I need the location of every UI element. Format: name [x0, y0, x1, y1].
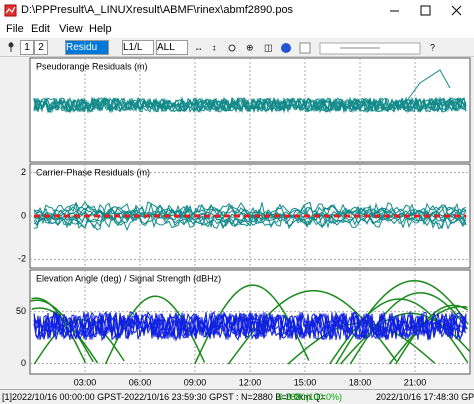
- x-tick-label: 12:00: [239, 377, 262, 387]
- snr-trace: [33, 310, 467, 342]
- x-tick-label: 21:00: [404, 377, 427, 387]
- plot-button[interactable]: 1: [20, 40, 34, 55]
- status-time: 2022/10/16 17:48:30 GPST: [376, 392, 474, 402]
- x-tick-label: 03:00: [74, 377, 97, 387]
- y-tick-label: 2: [21, 167, 26, 177]
- window-title: D:\PPPresult\A_LINUXresult\ABMF\rinex\ab…: [21, 4, 294, 16]
- menu-item[interactable]: Edit: [31, 23, 50, 35]
- menu-item[interactable]: File: [6, 23, 24, 35]
- toolbar-icons[interactable]: ↔ ↕ ⊕ ◫ ?: [190, 40, 470, 55]
- plot-button[interactable]: 2: [34, 40, 48, 55]
- y-tick-label: 0: [21, 210, 26, 220]
- svg-text:⊕: ⊕: [246, 42, 254, 52]
- plot-area: Pseudorange Residuals (m) 2 0 -2 Carrier-Pha…: [16, 57, 471, 387]
- status-bar: [1]2022/10/16 00:00:00 GPST-2022/10/16 2…: [0, 389, 474, 404]
- app-icon: [4, 4, 17, 17]
- elevation-trace: [31, 297, 87, 364]
- pin-icon[interactable]: [5, 41, 17, 53]
- satellite-select[interactable]: ALL: [156, 40, 188, 55]
- x-tick-label: 18:00: [349, 377, 372, 387]
- svg-text:↕: ↕: [212, 42, 217, 52]
- y-tick-label: 0: [21, 358, 26, 368]
- menu-bar: File Edit View Help: [0, 21, 474, 38]
- toolbar: 1 2 Residu L1/L ALL ↔ ↕ ⊕ ◫ ?: [0, 38, 474, 57]
- residual-trace: [33, 96, 467, 114]
- residual-trace: [399, 69, 451, 111]
- x-tick-label: 06:00: [129, 377, 152, 387]
- menu-item[interactable]: Help: [89, 23, 112, 35]
- x-tick-label: 09:00: [184, 377, 207, 387]
- y-tick-label: 50: [16, 306, 26, 316]
- x-tick-label: 15:00: [294, 377, 317, 387]
- panel-title: Elevation Angle (deg) / Signal Strength …: [36, 273, 221, 283]
- svg-text:◫: ◫: [264, 42, 273, 52]
- snr-trace: [33, 311, 467, 340]
- snr-trace: [33, 310, 467, 341]
- status-range: [1]2022/10/16 00:00:00 GPST-2022/10/16 2…: [2, 392, 326, 402]
- svg-text:↔: ↔: [194, 42, 203, 52]
- panel-title: Pseudorange Residuals (m): [36, 61, 148, 71]
- svg-text:?: ?: [430, 42, 435, 52]
- panel-title: Carrier-Phase Residuals (m): [36, 167, 150, 177]
- window-controls[interactable]: [380, 0, 474, 21]
- menu-item[interactable]: View: [59, 23, 83, 35]
- y-tick-label: -2: [18, 254, 26, 264]
- status-quality: 6:2880(100.0%): [278, 392, 343, 402]
- elevation-trace: [395, 304, 469, 365]
- elevation-trace: [30, 299, 94, 363]
- plot-type-select[interactable]: Residu: [65, 40, 109, 55]
- title-bar: D:\PPPresult\A_LINUXresult\ABMF\rinex\ab…: [0, 0, 474, 21]
- frequency-select[interactable]: L1/L: [122, 40, 154, 55]
- snr-trace: [33, 310, 467, 342]
